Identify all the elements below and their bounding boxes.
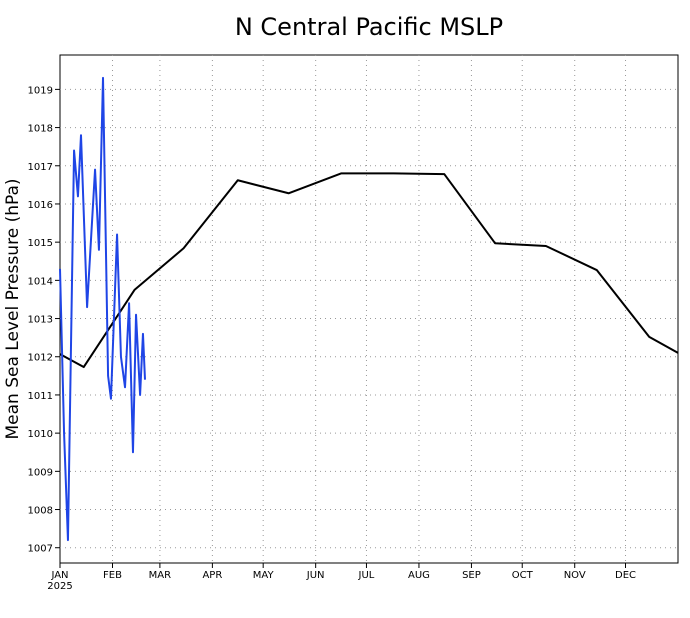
series-line	[59, 76, 146, 542]
y-tick-label: 1009	[28, 467, 53, 478]
y-tick-label: 1015	[28, 238, 53, 249]
x-tick-label: OCT	[512, 570, 534, 581]
y-tick-label: 1007	[28, 544, 53, 555]
x-tick-label: MAY	[253, 570, 275, 581]
x-tick-label: FEB	[103, 570, 122, 581]
x-tick-label: APR	[202, 570, 222, 581]
y-tick-label: 1017	[28, 162, 53, 173]
year-label: 2025	[47, 581, 72, 592]
y-tick-label: 1010	[28, 429, 53, 440]
x-tick-label: NOV	[564, 570, 586, 581]
x-tick-label: SEP	[462, 570, 481, 581]
x-tick-label: AUG	[408, 570, 430, 581]
y-tick-label: 1011	[28, 391, 53, 402]
x-tick-label: JAN	[50, 570, 68, 581]
x-tick-label: DEC	[615, 570, 636, 581]
y-tick-label: 1019	[28, 85, 53, 96]
y-tick-label: 1008	[28, 506, 53, 517]
y-tick-label: 1014	[28, 276, 53, 287]
y-tick-label: 1018	[28, 124, 53, 135]
x-tick-label: JUN	[306, 570, 325, 581]
y-axis-label: Mean Sea Level Pressure (hPa)	[3, 178, 23, 439]
chart-title: N Central Pacific MSLP	[235, 13, 503, 41]
y-tick-label: 1016	[28, 200, 53, 211]
x-tick-label: JUL	[358, 570, 375, 581]
series-line	[59, 172, 679, 369]
plot-frame	[59, 54, 679, 564]
y-tick-label: 1013	[28, 315, 53, 326]
y-tick-label: 1012	[28, 353, 53, 364]
x-tick-label: MAR	[149, 570, 171, 581]
